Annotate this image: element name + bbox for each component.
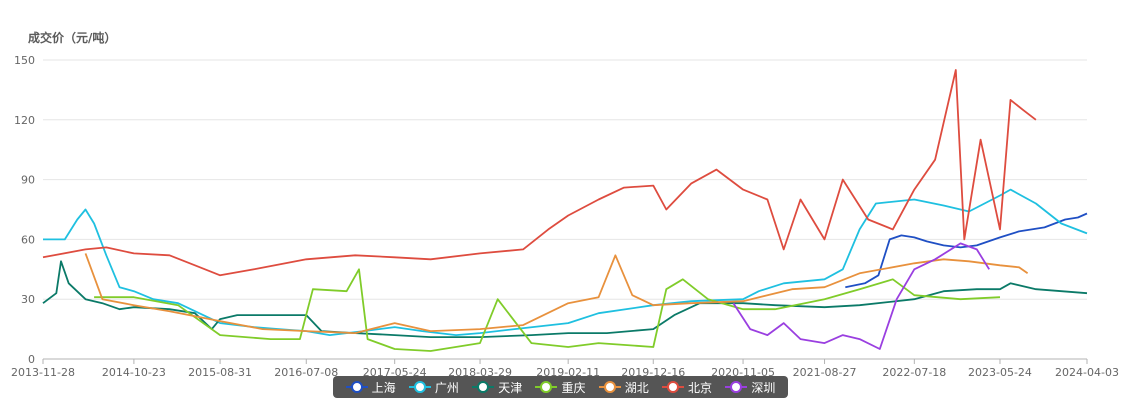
grid-lines (43, 59, 1087, 360)
legend-item[interactable]: 重庆 (535, 379, 585, 396)
legend-label: 上海 (371, 380, 396, 395)
legend-line-icon (598, 381, 621, 393)
y-tick-label: 60 (21, 233, 35, 246)
legend-marker-icon (540, 381, 553, 393)
legend-label: 深圳 (751, 380, 776, 395)
legend-label: 天津 (498, 380, 523, 395)
y-tick-label: 120 (14, 114, 35, 127)
legend-item[interactable]: 北京 (662, 379, 712, 396)
y-tick-label: 0 (28, 353, 35, 366)
x-tick-label: 2019-02-11 (536, 366, 600, 379)
legend-item[interactable]: 广州 (408, 379, 459, 396)
legend-line-icon (535, 381, 558, 393)
legend-item[interactable]: 天津 (472, 379, 522, 396)
x-tick-label: 2016-07-08 (274, 366, 338, 379)
legend-item[interactable]: 深圳 (725, 379, 775, 396)
series-line-6 (732, 242, 990, 350)
series-line-5 (42, 69, 1037, 277)
legend-line-icon (662, 381, 685, 393)
x-tick-label: 2015-08-31 (188, 366, 252, 379)
legend-label: 广州 (434, 380, 459, 395)
legend-item[interactable]: 上海 (345, 379, 396, 396)
y-tick-label: 90 (21, 174, 35, 187)
legend-item[interactable]: 湖北 (598, 379, 649, 396)
legend-marker-icon (350, 381, 363, 393)
x-tick-label: 2020-11-05 (711, 366, 775, 379)
legend-marker-icon (730, 381, 743, 393)
legend-marker-icon (667, 381, 680, 393)
legend-line-icon (725, 381, 748, 393)
x-tick-label: 2023-05-24 (968, 366, 1032, 379)
legend-marker-icon (477, 381, 490, 393)
x-tick-label: 2013-11-28 (11, 366, 75, 379)
y-tick-label: 30 (21, 293, 35, 306)
x-tick-labels: 2013-11-28 2014-10-23 2015-08-31 2016-07-08… (11, 359, 1119, 379)
legend-label: 湖北 (624, 380, 649, 395)
legend-label: 重庆 (561, 380, 586, 395)
x-tick-label: 2021-08-27 (793, 366, 857, 379)
x-tick-label: 2024-04-03 (1055, 366, 1119, 379)
x-tick-label: 2014-10-23 (102, 366, 166, 379)
legend-marker-icon (603, 381, 616, 393)
series-line-3 (94, 268, 1001, 352)
legend-line-icon (345, 381, 368, 393)
legend-marker-icon (413, 381, 426, 393)
series-line-0 (845, 212, 1088, 289)
series-lines (42, 69, 1088, 352)
x-tick-label: 2018-03-29 (448, 366, 512, 379)
y-tick-labels: 0 30 60 90 120 150 (14, 54, 35, 366)
series-line-4 (84, 253, 1029, 334)
y-axis-label: 成交价（元/吨） (28, 30, 116, 45)
legend: 上海 广州 天津 重庆 湖北 北京 深圳 (333, 376, 788, 398)
x-tick-label: 2022-07-18 (882, 366, 946, 379)
legend-line-icon (408, 381, 431, 393)
y-tick-label: 150 (14, 54, 35, 67)
x-tick-label: 2019-12-16 (621, 366, 685, 379)
legend-line-icon (472, 381, 495, 393)
series-line-1 (43, 188, 1088, 336)
legend-label: 北京 (688, 380, 713, 395)
x-tick-label: 2017-05-24 (363, 366, 427, 379)
series-line-2 (42, 260, 1088, 338)
